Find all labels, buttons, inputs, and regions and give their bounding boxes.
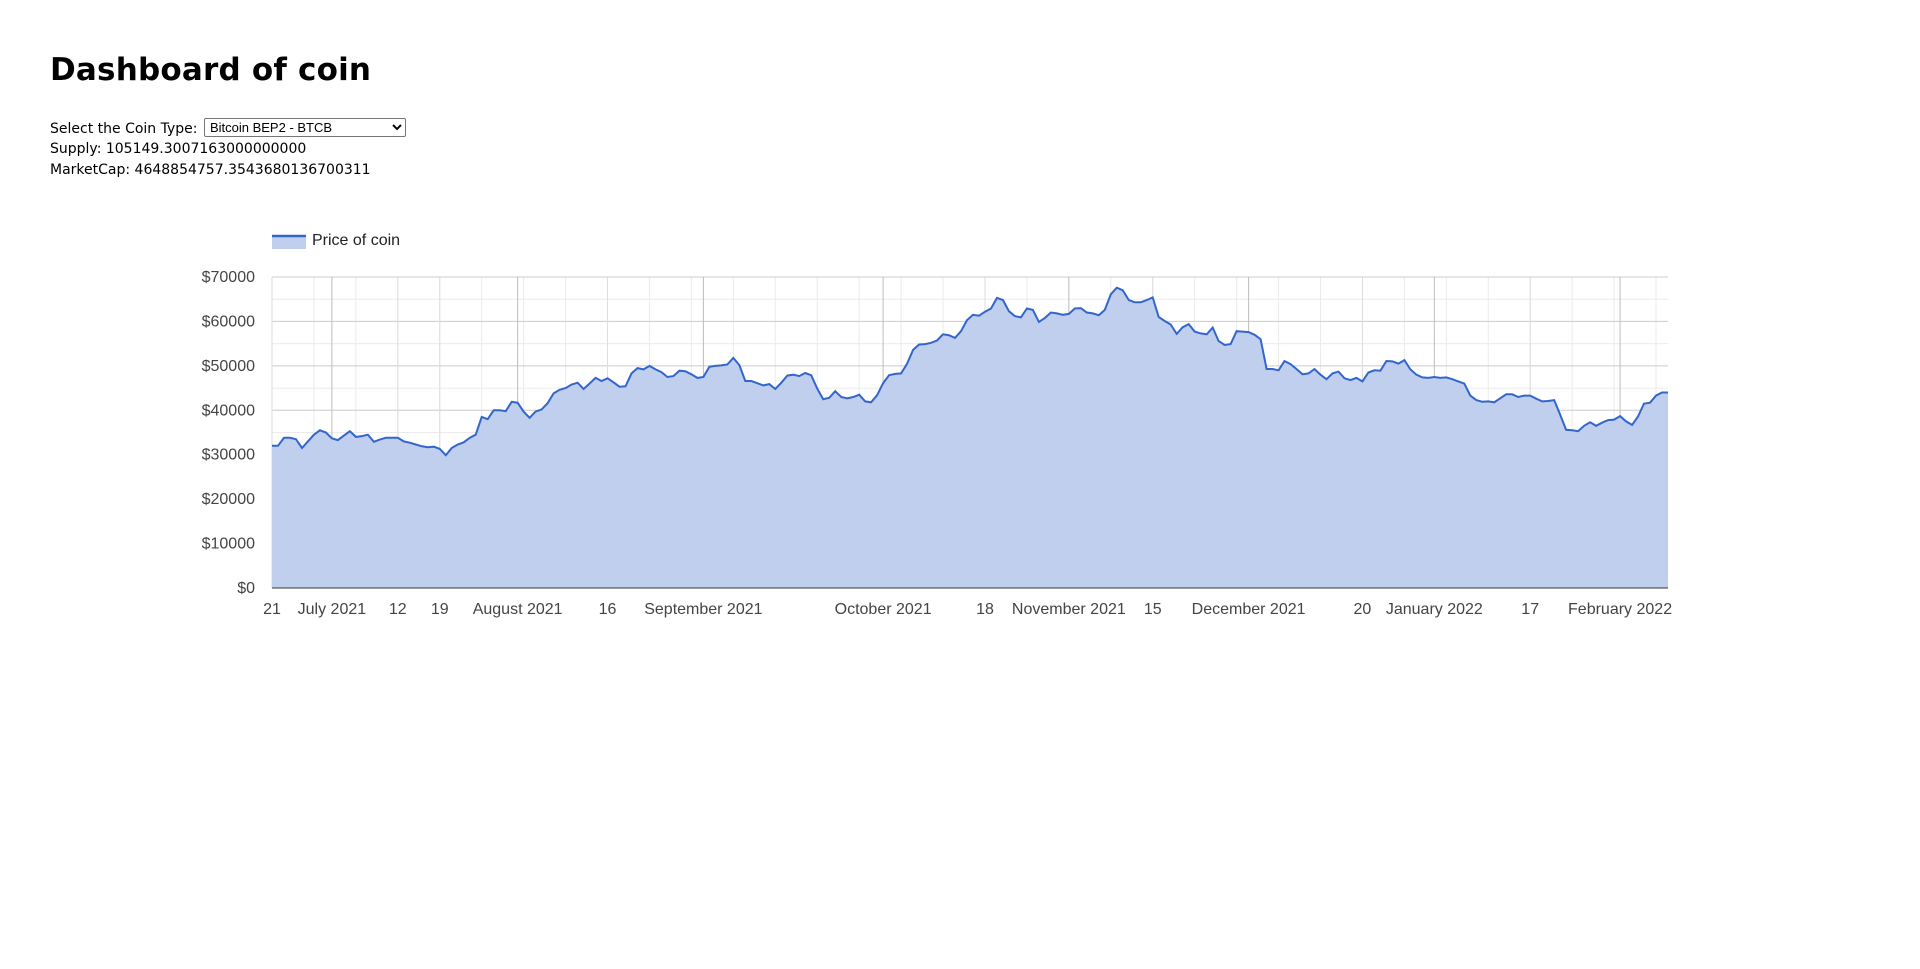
x-tick-label: February 2022 <box>1568 601 1672 618</box>
x-tick-label: October 2021 <box>835 601 932 618</box>
x-tick-label: 18 <box>976 601 994 618</box>
supply-row: Supply: 105149.3007163000000000 <box>50 139 406 160</box>
y-tick-label: $10000 <box>202 536 255 553</box>
coin-select-row: Select the Coin Type: Bitcoin BEP2 - BTC… <box>50 118 406 139</box>
y-tick-label: $50000 <box>202 358 255 375</box>
legend-swatch <box>272 236 306 249</box>
x-tick-label: 20 <box>1354 601 1372 618</box>
x-tick-label: 15 <box>1144 601 1162 618</box>
price-chart-svg: $0 $10000 $20000 $30000 $40000 $50000 $60000 $7… <box>202 232 1673 618</box>
x-tick-label: August 2021 <box>473 601 563 618</box>
x-tick-label: November 2021 <box>1012 601 1126 618</box>
x-tick-label: 16 <box>599 601 617 618</box>
price-chart: $0 $10000 $20000 $30000 $40000 $50000 $60000 $7… <box>202 232 1673 618</box>
coin-info-panel: Select the Coin Type: Bitcoin BEP2 - BTC… <box>50 118 406 181</box>
y-tick-label: $60000 <box>202 313 255 330</box>
y-tick-label: $20000 <box>202 491 255 508</box>
coin-type-select[interactable]: Bitcoin BEP2 - BTCB <box>203 118 406 137</box>
coin-select-label: Select the Coin Type: <box>50 121 198 137</box>
y-tick-label: $0 <box>237 580 255 597</box>
supply-label: Supply: <box>50 141 102 157</box>
x-tick-label: September 2021 <box>644 601 762 618</box>
x-tick-label: 21 <box>263 601 281 618</box>
marketcap-label: MarketCap: <box>50 162 131 178</box>
marketcap-value: 4648854757.3543680136700311 <box>134 162 371 178</box>
chart-legend[interactable]: Price of coin <box>272 232 400 249</box>
x-tick-label: 12 <box>389 601 407 618</box>
y-tick-label: $40000 <box>202 402 255 419</box>
marketcap-row: MarketCap: 4648854757.3543680136700311 <box>50 160 406 181</box>
page-title: Dashboard of coin <box>50 52 372 88</box>
chart-axes: $0 $10000 $20000 $30000 $40000 $50000 $60000 $7… <box>202 269 1673 618</box>
y-tick-label: $30000 <box>202 447 255 464</box>
price-area-fill <box>272 287 1668 588</box>
x-tick-label: January 2022 <box>1386 601 1483 618</box>
y-tick-label: $70000 <box>202 269 255 286</box>
x-tick-label: December 2021 <box>1192 601 1306 618</box>
price-line[interactable] <box>272 286 1668 457</box>
supply-value: 105149.3007163000000000 <box>105 141 307 157</box>
x-tick-label: July 2021 <box>298 601 367 618</box>
legend-label: Price of coin <box>312 232 400 249</box>
x-tick-label: 19 <box>431 601 449 618</box>
x-tick-label: 17 <box>1521 601 1539 618</box>
